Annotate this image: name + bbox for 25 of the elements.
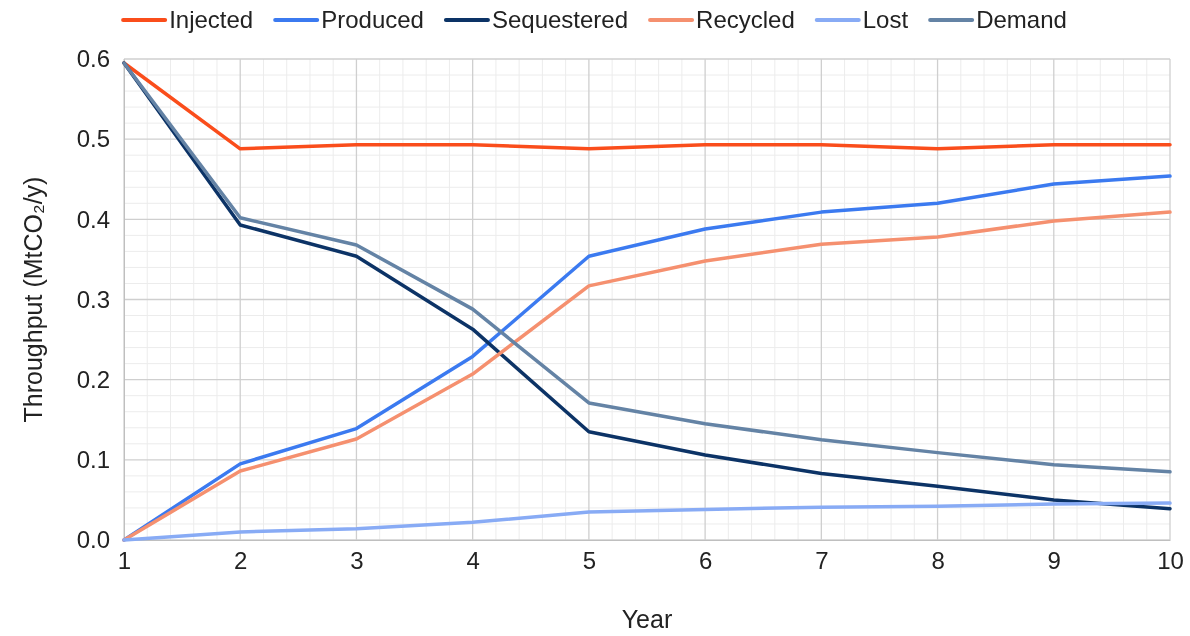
x-tick-label: 6 [698, 547, 713, 575]
x-tick-label: 10 [1157, 547, 1184, 575]
legend-label: Sequestered [491, 6, 629, 33]
legend-label: Produced [321, 6, 424, 33]
legend-label: Lost [862, 6, 909, 33]
y-tick-label: 0.1 [76, 446, 110, 474]
x-axis-title: Year [621, 605, 673, 633]
y-tick-label: 0.2 [76, 365, 110, 393]
y-tick-label: 0.6 [76, 45, 110, 73]
x-tick-label: 3 [350, 547, 364, 575]
legend-label: Injected [169, 6, 254, 33]
y-tick-label: 0.3 [76, 285, 110, 313]
y-tick-label: 0.4 [76, 205, 110, 233]
x-tick-label: 7 [815, 547, 829, 575]
x-tick-label: 5 [582, 547, 597, 575]
legend-label: Demand [976, 6, 1067, 33]
y-tick-label: 0.0 [76, 526, 110, 554]
x-tick-label: 8 [931, 547, 945, 575]
x-tick-label: 9 [1047, 547, 1061, 575]
legend-label: Recycled [696, 6, 795, 33]
y-tick-label: 0.5 [76, 125, 110, 153]
x-tick-label: 1 [117, 547, 132, 575]
y-axis-title: Throughput (MtCO₂/y) [19, 176, 47, 423]
x-tick-label: 2 [234, 547, 248, 575]
x-tick-label: 4 [466, 547, 480, 575]
